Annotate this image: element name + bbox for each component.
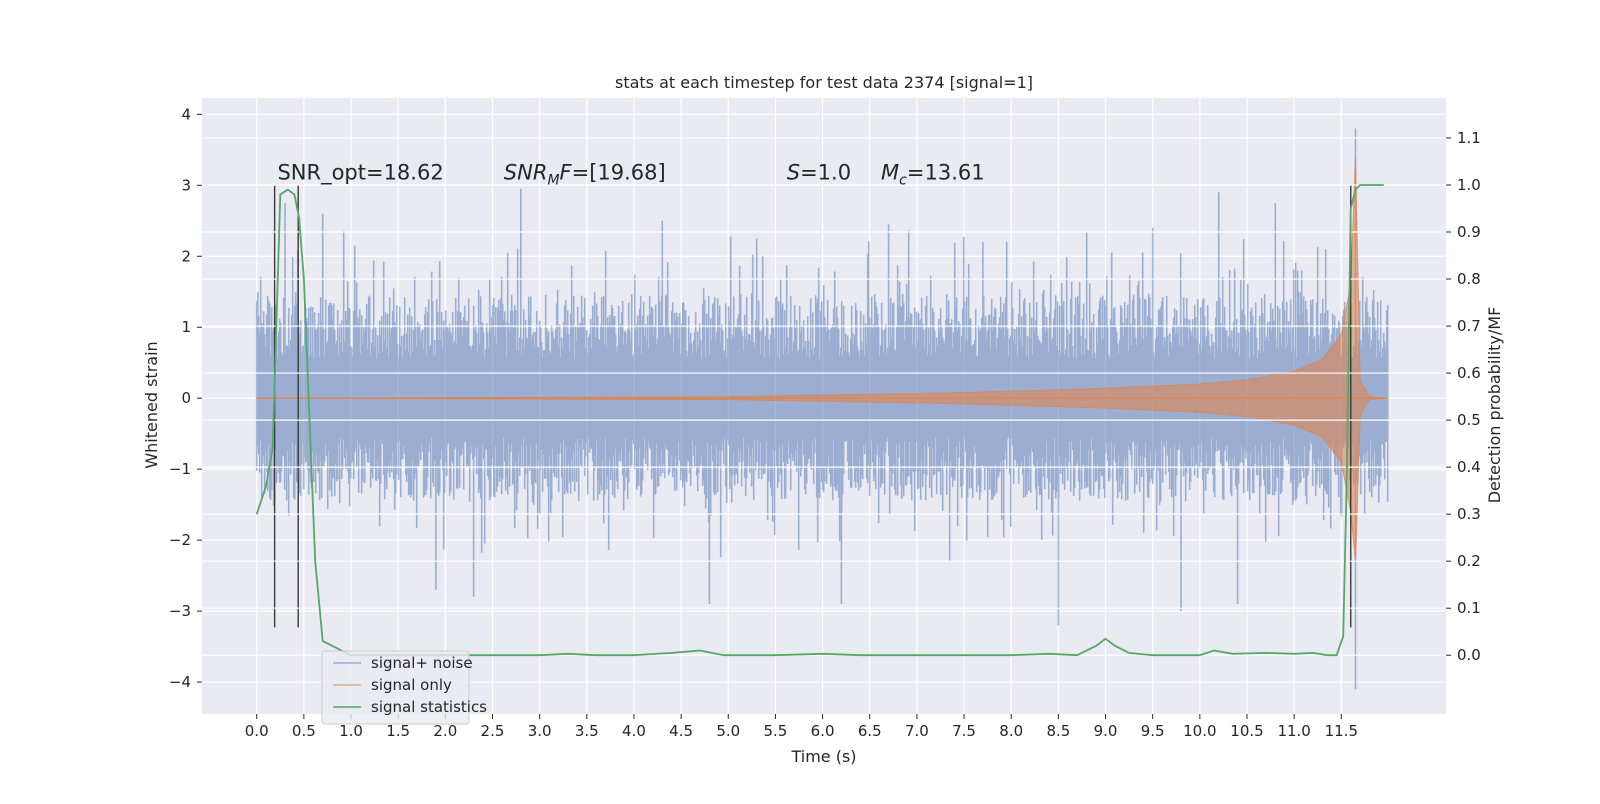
y-axis-title: Whitened strain	[142, 341, 161, 468]
y-tick-label: 4	[181, 105, 191, 123]
y-tick-label: −3	[169, 602, 191, 620]
x-tick-label: 10.5	[1230, 722, 1263, 740]
x-axis-title: Time (s)	[790, 747, 856, 766]
x-tick-label: 8.5	[1046, 722, 1070, 740]
annotations: SNR_opt=18.62 SNRMF=[19.68] S=1.0 Mc=13.61	[277, 161, 984, 189]
legend-label-signal-statistics: signal statistics	[371, 698, 487, 716]
annotation-mc: Mc=13.61	[881, 161, 985, 189]
y-tick-label: −4	[169, 673, 191, 691]
y-tick-label: 2	[181, 247, 191, 265]
signal-statistics-layer	[255, 184, 1384, 657]
legend-label-signal-noise: signal+ noise	[371, 654, 473, 672]
x-tick-label: 11.0	[1277, 722, 1310, 740]
x-tick-label: 5.5	[763, 722, 787, 740]
x-tick-label: 4.5	[669, 722, 693, 740]
y-tick-label: 1	[181, 318, 191, 336]
x-tick-label: 3.5	[575, 722, 599, 740]
y-axis-ticks: 4 3 2 1 0 −1 −2 −3 −4	[169, 105, 202, 691]
x-tick-label: 1.5	[386, 722, 410, 740]
y2-tick-label: 0.1	[1457, 599, 1481, 617]
y-tick-label: −1	[169, 460, 191, 478]
x-tick-label: 10.0	[1183, 722, 1216, 740]
series-signal-statistics	[255, 184, 1384, 657]
legend-box	[321, 650, 470, 725]
x-tick-label: 6.5	[858, 722, 882, 740]
y2-tick-label: 0.3	[1457, 505, 1481, 523]
legend-label-signal-only: signal only	[371, 676, 452, 694]
y2-tick-label: 0.9	[1457, 223, 1481, 241]
x-tick-label: 2.5	[481, 722, 505, 740]
x-tick-label: 3.0	[528, 722, 552, 740]
x-tick-label: 1.0	[339, 722, 363, 740]
x-tick-label: 11.5	[1325, 722, 1358, 740]
x-tick-label: 7.0	[905, 722, 929, 740]
x-tick-label: 2.0	[433, 722, 457, 740]
x-axis-ticks: 0.0 0.5 1.0 1.5 2.0 2.5 3.0 3.5 4.0 4.5 5.0 5.5 6.0 6…	[245, 714, 1358, 740]
annotation-snr_mf: SNRMF=[19.68]	[504, 161, 666, 189]
y2-tick-label: 1.1	[1457, 129, 1481, 147]
x-tick-label: 9.0	[1094, 722, 1118, 740]
y2-tick-label: 0.6	[1457, 364, 1481, 382]
y2-tick-label: 0.2	[1457, 552, 1481, 570]
x-tick-label: 6.0	[811, 722, 835, 740]
x-tick-label: 4.0	[622, 722, 646, 740]
y2-tick-label: 1.0	[1457, 176, 1481, 194]
y2-tick-label: 0.0	[1457, 646, 1481, 664]
legend: signal+ noise signal only signal statist…	[321, 650, 487, 725]
x-tick-label: 0.5	[292, 722, 316, 740]
x-tick-label: 0.0	[245, 722, 269, 740]
x-tick-label: 9.5	[1141, 722, 1165, 740]
x-tick-label: 7.5	[952, 722, 976, 740]
y-tick-label: 0	[181, 389, 191, 407]
y2-tick-label: 0.7	[1457, 317, 1481, 335]
series-layer	[255, 128, 1389, 690]
y2-axis-title: Detection probability/MF	[1485, 307, 1504, 504]
annotation-snr_opt: SNR_opt=18.62	[277, 161, 443, 186]
y-tick-label: −2	[169, 531, 191, 549]
y2-tick-label: 0.5	[1457, 411, 1481, 429]
y2-tick-label: 0.4	[1457, 458, 1481, 476]
y2-tick-label: 0.8	[1457, 270, 1481, 288]
y2-axis-ticks: 1.1 1.0 0.9 0.8 0.7 0.6 0.5 0.4 0.3 0.2 0.1 0.0	[1446, 129, 1481, 664]
annotation-s: S=1.0	[787, 161, 851, 185]
x-tick-label: 8.0	[999, 722, 1023, 740]
x-tick-label: 5.0	[716, 722, 740, 740]
chart-title: stats at each timestep for test data 237…	[615, 73, 1033, 92]
y-tick-label: 3	[181, 176, 191, 194]
